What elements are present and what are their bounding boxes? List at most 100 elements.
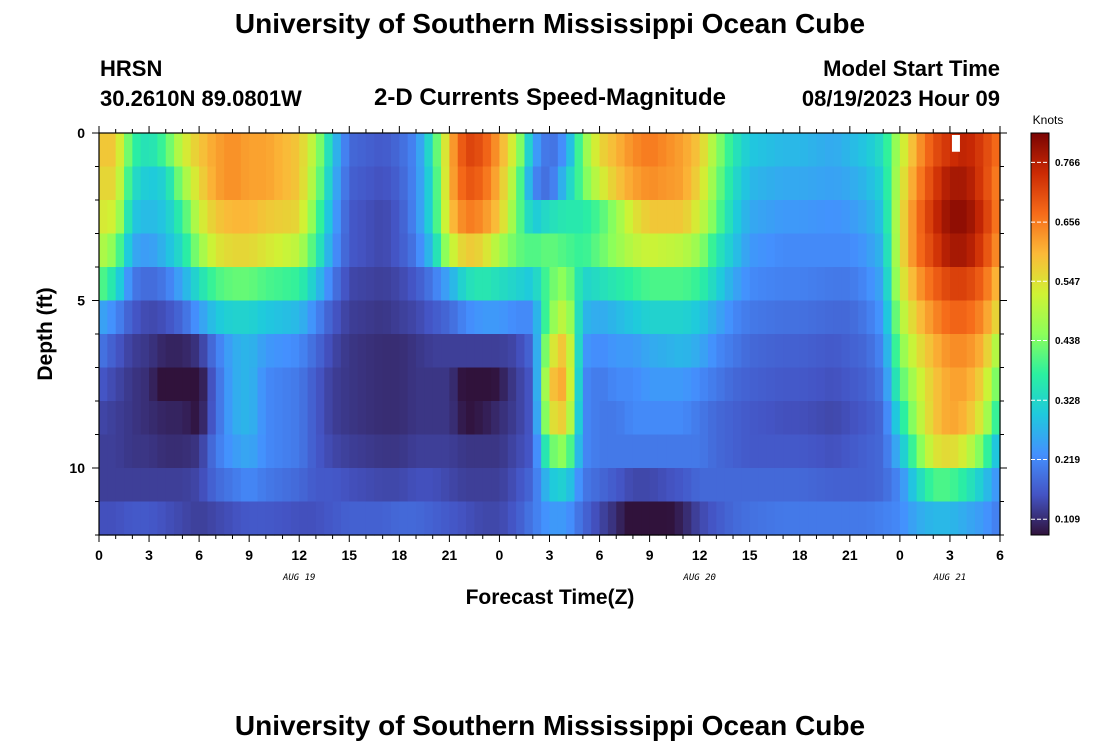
heatmap-cell — [924, 367, 934, 402]
heatmap-cell — [199, 434, 209, 469]
heatmap-cell — [883, 334, 893, 369]
heatmap-cell — [949, 300, 959, 335]
heatmap-cell — [582, 133, 592, 168]
heatmap-cell — [699, 334, 709, 369]
x-tick-label: 6 — [996, 547, 1004, 563]
heatmap-cell — [591, 434, 601, 469]
heatmap-cell — [974, 401, 984, 436]
heatmap-cell — [541, 501, 551, 536]
x-tick-label: 18 — [792, 547, 808, 563]
heatmap-cell — [232, 233, 242, 268]
heatmap-cell — [849, 468, 859, 503]
heatmap-cell — [691, 133, 701, 168]
heatmap-cell — [816, 267, 826, 302]
heatmap-cell — [866, 468, 876, 503]
heatmap-cell — [841, 468, 851, 503]
heatmap-cell — [365, 468, 375, 503]
heatmap-cell — [274, 501, 284, 536]
heatmap-cell — [791, 200, 801, 235]
heatmap-cell — [182, 300, 192, 335]
heatmap-cell — [682, 501, 692, 536]
heatmap-cell — [132, 133, 142, 168]
heatmap-cell — [524, 300, 534, 335]
heatmap-cell — [474, 300, 484, 335]
heatmap-cell — [524, 233, 534, 268]
heatmap-cell — [641, 501, 651, 536]
heatmap-cell — [924, 267, 934, 302]
heatmap-cell — [165, 300, 175, 335]
heatmap-cell — [257, 300, 267, 335]
heatmap-cell — [182, 468, 192, 503]
heatmap-cell — [107, 401, 117, 436]
heatmap-cell — [249, 401, 259, 436]
heatmap-cell — [182, 367, 192, 402]
heatmap-cell — [891, 468, 901, 503]
heatmap-cell — [591, 367, 601, 402]
heatmap-cell — [858, 501, 868, 536]
heatmap-cell — [899, 334, 909, 369]
heatmap-cell — [315, 233, 325, 268]
heatmap-cell — [466, 267, 476, 302]
heatmap-cell — [891, 233, 901, 268]
heatmap-cell — [766, 267, 776, 302]
heatmap-cell — [249, 501, 259, 536]
heatmap-cell — [207, 300, 217, 335]
heatmap-cell — [357, 300, 367, 335]
heatmap-cell — [557, 434, 567, 469]
heatmap-cell — [666, 334, 676, 369]
heatmap-cell — [349, 267, 359, 302]
heatmap-cell — [991, 401, 1001, 436]
heatmap-cell — [549, 401, 559, 436]
heatmap-cell — [491, 200, 501, 235]
heatmap-cell — [849, 300, 859, 335]
heatmap-cell — [174, 133, 184, 168]
heatmap-cell — [557, 468, 567, 503]
colorbar-title: Knots — [1033, 113, 1064, 127]
heatmap-cell — [132, 501, 142, 536]
heatmap-cell — [783, 367, 793, 402]
heatmap-cell — [290, 501, 300, 536]
heatmap-cell — [841, 401, 851, 436]
heatmap-cell — [290, 434, 300, 469]
heatmap-cell — [399, 367, 409, 402]
heatmap-cell — [833, 468, 843, 503]
heatmap-cell — [974, 501, 984, 536]
heatmap-cell — [874, 300, 884, 335]
heatmap-cell — [124, 233, 133, 268]
heatmap-cell — [599, 334, 609, 369]
heatmap-cell — [758, 300, 767, 335]
heatmap-cell — [482, 166, 492, 201]
heatmap-cell — [349, 233, 359, 268]
heatmap-cell — [899, 300, 909, 335]
heatmap-cell — [332, 166, 342, 201]
heatmap-cell — [808, 300, 818, 335]
heatmap-cell — [432, 434, 442, 469]
heatmap-cell — [182, 133, 192, 168]
heatmap-cell — [274, 334, 284, 369]
heatmap-cell — [941, 166, 951, 201]
heatmap-cell — [599, 367, 609, 402]
heatmap-cell — [749, 233, 759, 268]
heatmap-cell — [958, 468, 968, 503]
heatmap-cell — [257, 334, 267, 369]
heatmap-cell — [708, 200, 717, 235]
heatmap-cell — [899, 200, 909, 235]
heatmap-cell — [441, 233, 450, 268]
station-name: HRSN — [100, 56, 163, 81]
heatmap-cell — [599, 501, 609, 536]
heatmap-cell — [349, 501, 359, 536]
heatmap-cell — [324, 233, 334, 268]
heatmap-cell — [199, 367, 209, 402]
heatmap-cell — [441, 166, 450, 201]
heatmap-cell — [507, 267, 517, 302]
heatmap-cell — [574, 300, 584, 335]
heatmap-cell — [833, 401, 843, 436]
heatmap-cell — [916, 233, 926, 268]
heatmap-cell — [499, 434, 509, 469]
heatmap-cell — [382, 468, 392, 503]
heatmap-cell — [724, 334, 734, 369]
heatmap-cell — [199, 468, 209, 503]
heatmap-cell — [616, 367, 626, 402]
heatmap-cell — [457, 133, 467, 168]
heatmap-cell — [416, 300, 425, 335]
